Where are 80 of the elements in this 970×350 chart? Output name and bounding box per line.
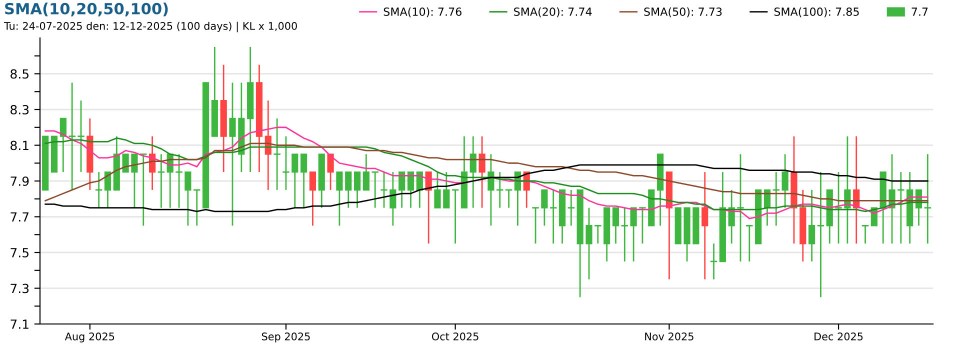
candlestick [282, 136, 290, 191]
candlestick [336, 171, 343, 226]
candlestick [131, 153, 138, 209]
candlestick [443, 171, 450, 209]
legend-label: SMA(10): 7.76 [384, 7, 462, 18]
candlestick [309, 171, 316, 226]
candlestick [390, 171, 396, 226]
candlestick [229, 82, 236, 226]
candlestick [434, 171, 441, 209]
y-tick-label: 8.3 [10, 104, 29, 114]
candlestick [541, 189, 548, 226]
y-tick-label: 7.9 [10, 176, 29, 186]
y-tick-label: 7.5 [10, 248, 28, 258]
candlestick [550, 189, 557, 244]
candlestick [104, 171, 112, 209]
candlestick [737, 153, 744, 262]
x-tick-label: Oct 2025 [432, 332, 478, 340]
x-tick-label: Aug 2025 [64, 332, 114, 342]
candlestick [452, 189, 459, 244]
candlestick [862, 224, 869, 244]
x-tick-label: Nov 2025 [645, 332, 694, 340]
candlestick [292, 153, 298, 209]
candlestick [78, 100, 84, 173]
candlestick [702, 171, 708, 280]
candlestick [488, 153, 494, 226]
y-tick-label: 7.1 [10, 320, 28, 329]
candlestick [176, 153, 182, 209]
text: Tu: 24-07-2025 den: 12-12-2025 (100 days) | KL x 1,000 [4, 22, 297, 32]
candlestick [407, 171, 414, 209]
candlestick [568, 189, 575, 226]
candlestick [300, 153, 308, 209]
candlestick [808, 189, 816, 262]
candlestick [532, 207, 539, 244]
legend-label: SMA(50): 7.73 [644, 7, 722, 18]
candlestick [264, 100, 272, 191]
y-tick-label: 8.1 [10, 140, 28, 150]
candlestick [60, 118, 66, 173]
candlestick [505, 189, 512, 209]
x-tick-label: Sep 2025 [262, 332, 310, 342]
y-tick-label: 7.7 [10, 212, 29, 222]
candlestick [345, 171, 352, 209]
candlestick [924, 153, 932, 244]
candlestick [362, 153, 370, 191]
candlestick [746, 224, 753, 262]
candlestick [621, 207, 628, 262]
candlestick [612, 207, 620, 244]
y-tick-label: 8.5 [10, 69, 28, 79]
candlestick [68, 82, 76, 191]
legend-label: 7.7 [912, 8, 928, 16]
x-tick-label: Dec 2025 [814, 332, 863, 340]
legend-label: SMA(20): 7.74 [514, 7, 592, 18]
line-series [44, 164, 928, 212]
candlestick [140, 153, 147, 226]
candlestick [586, 207, 592, 280]
candlestick [630, 207, 637, 262]
candlestick [95, 171, 102, 209]
candlestick [380, 171, 388, 209]
candlestick [193, 189, 200, 226]
candlestick [772, 171, 780, 226]
candlestick [372, 171, 378, 209]
candlestick [327, 153, 334, 191]
legend-label: SMA(100): 7.85 [774, 7, 859, 18]
chart-title: SMA(10,20,50,100) [5, 2, 168, 16]
candlestick [710, 242, 718, 280]
candlestick [639, 207, 646, 244]
candlestick [594, 224, 602, 244]
candlestick [398, 171, 406, 209]
candlestick [782, 153, 788, 209]
candlestick [184, 171, 192, 226]
candlestick [470, 136, 476, 209]
candlestick [817, 171, 824, 298]
candlestick [274, 118, 280, 191]
y-tick-label: 7.3 [10, 284, 29, 294]
candlestick [354, 171, 361, 209]
candlestick [496, 171, 504, 209]
candlestick [158, 153, 165, 209]
candlestick [898, 171, 904, 244]
candlestick [478, 136, 486, 209]
candlestick [122, 154, 129, 173]
candlestick [835, 171, 842, 244]
